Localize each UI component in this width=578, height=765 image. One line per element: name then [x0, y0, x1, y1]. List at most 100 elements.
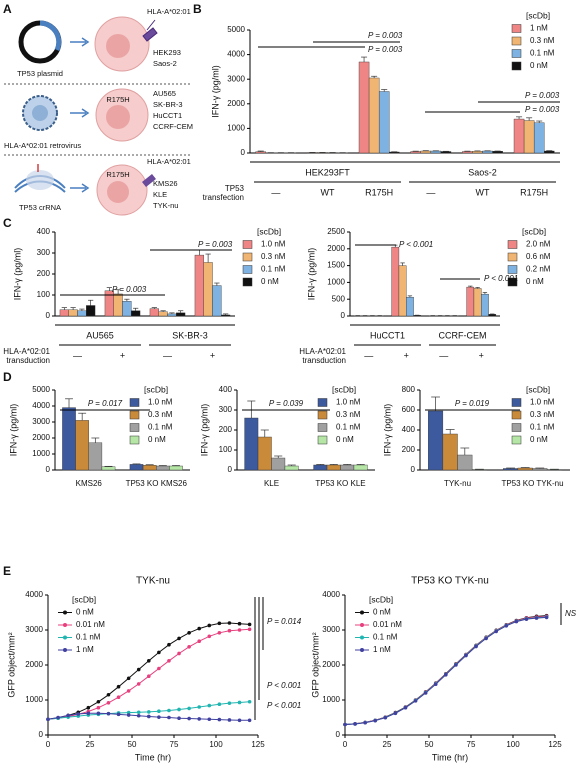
schematic-label: KLE	[153, 190, 167, 199]
bar	[406, 296, 414, 317]
legend-marker	[63, 610, 67, 615]
x-tick-label: TP53 KO KLE	[315, 479, 365, 488]
group-label: AU565	[86, 330, 114, 340]
y-tick-label: 2000	[327, 244, 345, 253]
bar	[523, 120, 535, 154]
point	[197, 639, 201, 643]
point	[207, 634, 212, 639]
bar	[513, 118, 525, 154]
bar	[169, 465, 183, 471]
bar	[158, 311, 168, 317]
arrow	[70, 183, 90, 193]
point	[544, 615, 549, 620]
annotation: P = 0.003	[525, 105, 560, 114]
legend-swatch	[242, 277, 253, 287]
y-tick-label: 1000	[322, 695, 340, 704]
schematic-label: HuCCT1	[153, 111, 182, 120]
bar	[473, 288, 482, 317]
panel-label: B	[193, 2, 202, 16]
point	[157, 650, 161, 655]
schematic-label: KMS26	[153, 179, 178, 188]
legend-swatch	[511, 423, 522, 432]
group-label: HEK293FT	[305, 167, 350, 177]
y-tick-label: 3000	[25, 625, 43, 634]
x-tick-label: 50	[128, 740, 137, 749]
point	[363, 720, 367, 725]
point	[56, 715, 60, 720]
y-tick-label: 1000	[327, 278, 345, 287]
bar	[533, 122, 545, 154]
point	[147, 710, 151, 714]
point	[46, 717, 50, 722]
x-tick-label: 75	[170, 740, 179, 749]
bar	[492, 151, 503, 154]
y-tick-label: 1000	[25, 695, 43, 704]
point	[187, 716, 191, 721]
point	[76, 712, 81, 716]
legend-swatch	[507, 265, 518, 274]
y-tick-label: 0	[336, 730, 341, 739]
point	[197, 705, 201, 709]
legend-marker	[360, 635, 364, 640]
bar	[472, 151, 483, 154]
legend-swatch	[511, 435, 522, 445]
x-tick-label: +	[404, 350, 409, 360]
bar	[176, 312, 186, 317]
legend-label: 0.3 nM	[261, 252, 286, 261]
legend-swatch	[317, 423, 328, 432]
point	[136, 667, 141, 672]
legend-swatch	[317, 435, 328, 445]
bar	[368, 77, 380, 154]
x-axis-label: Time (hr)	[432, 752, 468, 762]
bar	[532, 468, 548, 471]
point	[504, 624, 509, 628]
y-tick-label: 0	[228, 465, 233, 474]
x-tick-label: 25	[383, 740, 392, 749]
bar	[340, 464, 355, 471]
point	[157, 709, 161, 713]
bar	[378, 91, 390, 154]
legend-swatch	[129, 435, 140, 445]
bar	[62, 407, 76, 471]
bar	[457, 454, 473, 471]
legend-swatch	[507, 252, 518, 262]
legend-swatch	[511, 61, 522, 71]
legend-swatch	[129, 398, 140, 407]
point	[177, 636, 181, 641]
x-tick-label: +	[120, 350, 125, 360]
x-tick-label: WT	[476, 187, 490, 197]
y-axis-label: GFP object/mm²	[310, 632, 320, 697]
annotation: P = 0.003	[368, 45, 403, 54]
y-tick-label: 3000	[32, 417, 50, 426]
annotation: P = 0.003	[112, 285, 147, 294]
row-label: HLA-A*02:01 transduction	[299, 347, 346, 365]
legend-swatch	[129, 410, 140, 420]
point	[247, 627, 252, 632]
bar	[517, 467, 533, 471]
point	[227, 718, 232, 722]
y-tick-label: 0	[39, 730, 44, 739]
legend-title: [scDb]	[522, 226, 546, 236]
point	[393, 711, 398, 716]
schematic-label: R175H	[106, 95, 129, 104]
bar	[257, 436, 272, 471]
schematic-label: R175H	[106, 170, 129, 179]
point	[444, 673, 448, 677]
bar	[440, 151, 452, 154]
y-tick-label: 200	[37, 269, 51, 278]
point	[106, 701, 111, 705]
bar	[167, 313, 177, 317]
row-label: TP53 transfection	[202, 184, 244, 202]
point	[237, 718, 242, 723]
point	[247, 699, 252, 704]
legend-title: [scDb]	[526, 10, 550, 20]
arrow	[70, 37, 90, 47]
x-tick-label: WT	[321, 187, 335, 197]
legend-swatch	[507, 277, 518, 287]
bar	[68, 309, 78, 317]
x-tick-label: KLE	[264, 479, 279, 488]
point	[207, 623, 212, 628]
x-tick-label: —	[439, 350, 448, 360]
point	[454, 663, 458, 667]
legend-label: 1 nM	[76, 645, 94, 654]
